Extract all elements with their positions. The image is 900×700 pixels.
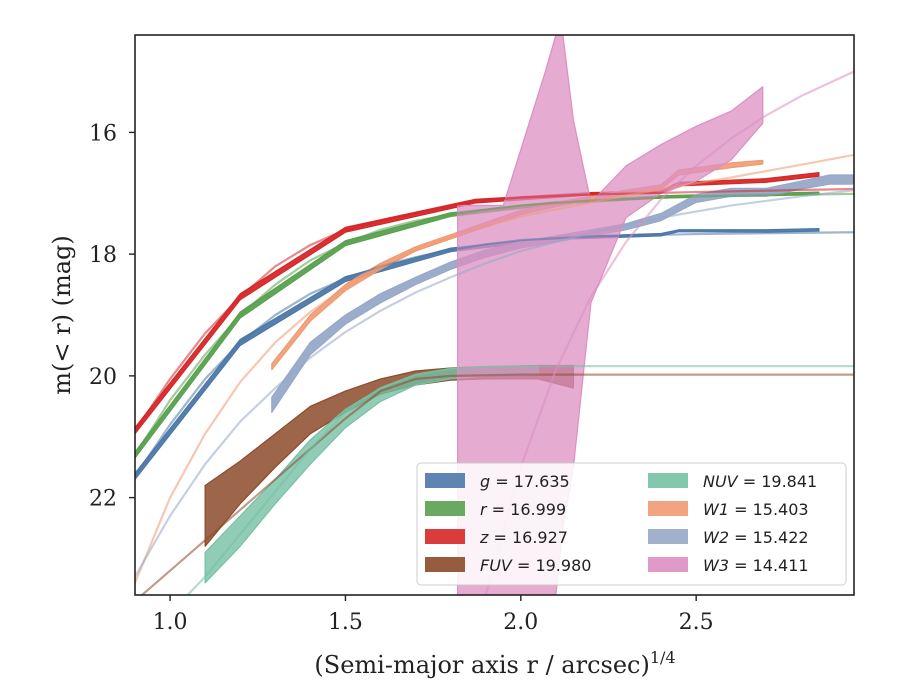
x-axis: 1.0 1.5 2.0 2.5 [153, 595, 714, 635]
x-tick-label: 2.5 [679, 610, 714, 635]
plot-frame [134, 34, 855, 596]
legend-item-g: g = 17.635 [425, 472, 570, 491]
legend-label-g: g = 17.635 [480, 472, 570, 491]
legend-swatch-fuv [425, 557, 465, 572]
series-w1-data-band [271, 159, 764, 371]
x-axis-title-text: (Semi-major axis r / arcsec) [314, 651, 649, 679]
legend-item-nuv: NUV = 19.841 [648, 472, 817, 491]
y-tick-label: 18 [89, 243, 117, 268]
legend-label-w3: W3 = 14.411 [703, 556, 809, 575]
legend-label-w2: W2 = 15.422 [703, 528, 809, 547]
y-axis-title: m(< r) (mag) [48, 235, 76, 394]
y-axis: 16 18 20 22 [89, 121, 135, 512]
legend-item-w2: W2 = 15.422 [648, 528, 809, 547]
series-w2-model-curve [135, 189, 854, 578]
series-z-data-band [135, 171, 820, 435]
series-w3-model-curve [484, 70, 854, 595]
y-tick-label: 22 [89, 487, 117, 512]
legend-entries: g = 17.635 r = 16.999 z = 16.927 FUV = 19.9… [425, 472, 817, 575]
y-tick-label: 16 [89, 121, 117, 146]
x-tick-label: 1.5 [328, 610, 363, 635]
series-r-model-curve [135, 192, 854, 457]
series-w1-model-curve [135, 153, 854, 584]
legend-swatch-g [425, 473, 465, 488]
legend-item-z: z = 16.927 [425, 528, 568, 547]
legend: g = 17.635 r = 16.999 z = 16.927 FUV = 19.9… [416, 462, 847, 586]
x-tick-label: 2.0 [503, 610, 538, 635]
legend-swatch-r [425, 501, 465, 516]
legend-swatch-w2 [648, 529, 688, 544]
legend-label-fuv: FUV = 19.980 [480, 556, 591, 575]
legend-item-r: r = 16.999 [425, 500, 566, 519]
x-axis-title-exponent: 1/4 [650, 648, 676, 667]
legend-label-nuv: NUV = 19.841 [703, 472, 817, 491]
legend-swatch-w3 [648, 557, 688, 572]
series-r-data-band [135, 191, 820, 459]
y-tick-label: 20 [89, 365, 117, 390]
legend-swatch-z [425, 529, 465, 544]
series-fuv-model-curve [140, 373, 854, 595]
legend-item-w3: W3 = 14.411 [648, 556, 809, 575]
legend-label-w1: W1 = 15.403 [703, 500, 809, 519]
legend-box [416, 462, 847, 586]
legend-swatch-nuv [648, 473, 688, 488]
model-curves-layer [135, 70, 854, 595]
series-z-model-curve [135, 187, 854, 432]
x-axis-title: (Semi-major axis r / arcsec)1/4 [314, 648, 675, 679]
legend-label-r: r = 16.999 [480, 500, 566, 519]
legend-label-z: z = 16.927 [479, 528, 568, 547]
series-g-data-band [135, 227, 820, 480]
x-tick-label: 1.0 [153, 610, 188, 635]
legend-swatch-w1 [648, 501, 688, 516]
legend-item-fuv: FUV = 19.980 [425, 556, 591, 575]
legend-item-w1: W1 = 15.403 [648, 500, 809, 519]
series-nuv-model-curve [186, 365, 854, 595]
